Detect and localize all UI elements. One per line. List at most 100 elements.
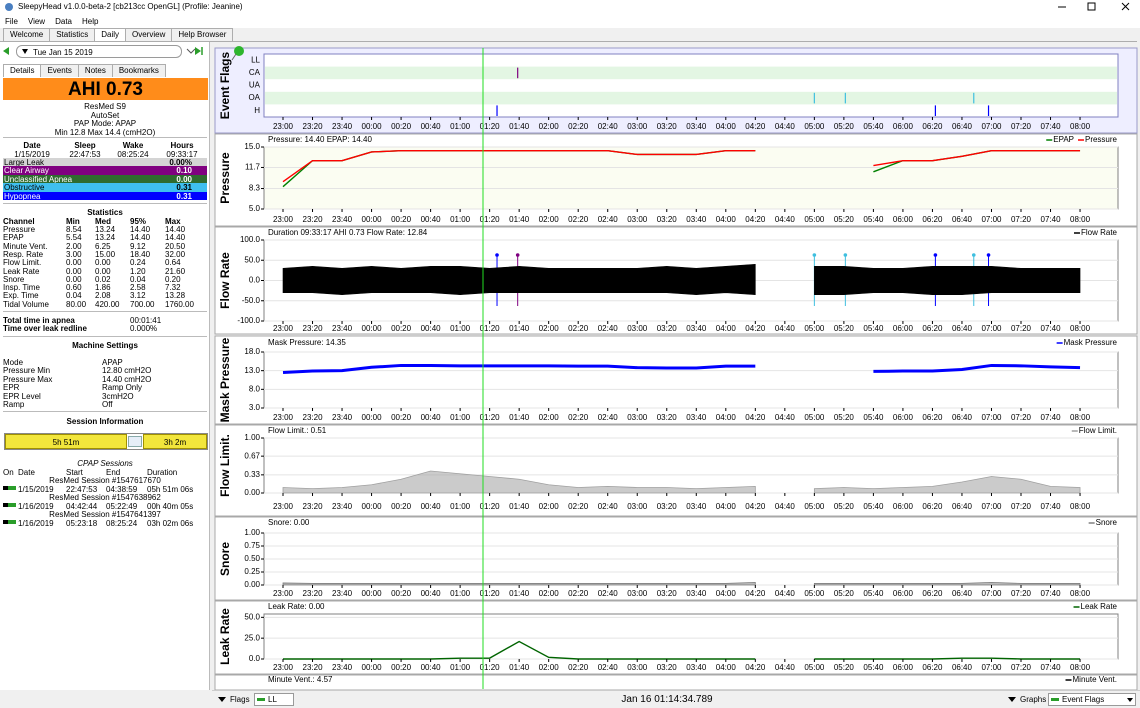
x-tick-label: 00:00 xyxy=(362,324,383,333)
graphs-label[interactable]: Graphs xyxy=(1020,695,1047,704)
x-tick-label: 08:00 xyxy=(1070,413,1091,422)
graph-header: Duration 09:33:17 AHI 0.73 Flow Rate: 12… xyxy=(268,228,428,237)
x-tick-label: 05:40 xyxy=(863,215,884,224)
stat-cell: 0.04 xyxy=(130,274,146,284)
summary-header: Sleep xyxy=(74,141,96,150)
setting-label: EPR Level xyxy=(3,391,41,401)
menu-item[interactable]: File xyxy=(5,17,18,26)
y-tick-label: 0.67 xyxy=(244,451,260,460)
x-tick-label: 05:00 xyxy=(804,122,825,131)
window-controls[interactable] xyxy=(1050,0,1140,14)
date-picker[interactable]: Tue Jan 15 2019 xyxy=(16,45,182,58)
flags-combo[interactable]: LL xyxy=(254,693,294,706)
setting-value: 3cmH2O xyxy=(102,391,134,401)
x-tick-label: 03:20 xyxy=(657,215,678,224)
y-tick-label: 100.0 xyxy=(240,235,261,244)
menu-item[interactable]: View xyxy=(27,17,46,26)
x-tick-label: 06:20 xyxy=(922,215,943,224)
device-info: ResMed S9 xyxy=(84,102,126,111)
pin-head xyxy=(234,46,244,56)
x-tick-label: 04:00 xyxy=(716,589,737,598)
session-name: ResMed Session #1547638962 xyxy=(49,493,161,502)
side-tab[interactable]: Details xyxy=(3,64,42,77)
x-tick-label: 05:00 xyxy=(804,324,825,333)
stat-cell: 0.00 xyxy=(95,258,111,268)
stat-cell: 3.00 xyxy=(66,249,82,259)
x-tick-label: 04:20 xyxy=(745,502,766,511)
total-value: 0.000% xyxy=(130,324,158,334)
tab[interactable]: Help Browser xyxy=(171,28,234,41)
graph-header: Pressure: 14.40 EPAP: 14.40 xyxy=(268,135,372,144)
dropdown-arrow[interactable] xyxy=(218,697,226,702)
stat-cell: EPAP xyxy=(3,233,24,243)
legend-label: Minute Vent. xyxy=(1073,675,1117,684)
side-tab[interactable]: Notes xyxy=(77,64,113,77)
side-tab[interactable]: Events xyxy=(40,64,79,77)
plot-area xyxy=(263,146,1119,210)
stat-header: Med xyxy=(95,216,111,226)
stat-cell: 0.04 xyxy=(66,291,82,301)
y-tick-label: 0.00 xyxy=(244,580,260,589)
x-tick-label: 04:40 xyxy=(775,663,796,672)
app-icon xyxy=(5,3,13,11)
y-tick-label: 0.75 xyxy=(244,541,260,550)
side-tab[interactable]: Bookmarks xyxy=(111,64,166,77)
menu-item[interactable]: Data xyxy=(55,17,72,26)
x-tick-label: 02:20 xyxy=(568,502,589,511)
x-tick-label: 05:00 xyxy=(804,413,825,422)
setting-value: 12.80 cmH2O xyxy=(102,366,152,376)
y-tick-label: 13.0 xyxy=(244,366,260,375)
x-tick-label: 05:20 xyxy=(834,663,855,672)
session-segment[interactable]: 3h 2m xyxy=(143,434,207,449)
x-tick-label: 04:40 xyxy=(775,413,796,422)
y-tick-label: 25.0 xyxy=(244,633,260,642)
nav-arrows[interactable] xyxy=(0,43,209,59)
x-tick-label: 05:40 xyxy=(863,589,884,598)
x-tick-label: 07:00 xyxy=(981,663,1002,672)
setting-label: Ramp xyxy=(3,400,25,409)
x-tick-label: 01:00 xyxy=(450,413,471,422)
session-cell: 22:47:53 xyxy=(66,484,98,494)
x-tick-label: 06:20 xyxy=(922,502,943,511)
separator xyxy=(3,203,207,204)
event-rate-name: Large Leak xyxy=(4,158,45,167)
menu-item[interactable]: Help xyxy=(82,17,99,26)
graphs-combo[interactable]: Event Flags xyxy=(1048,693,1136,706)
y-tick-label: 15.0 xyxy=(244,142,260,151)
stat-header: Max xyxy=(165,216,181,226)
x-tick-label: 02:20 xyxy=(568,324,589,333)
dropdown-arrow[interactable] xyxy=(1008,697,1016,702)
session-name: ResMed Session #1547617670 xyxy=(49,476,161,485)
ahi-box: AHI 0.73 xyxy=(3,78,208,100)
x-tick-label: 01:00 xyxy=(450,589,471,598)
y-tick-label: 5.0 xyxy=(249,204,261,213)
panel xyxy=(214,674,1138,691)
x-tick-label: 00:40 xyxy=(421,215,442,224)
graph-header: Snore: 0.00 xyxy=(268,518,310,527)
series-band xyxy=(282,263,1081,295)
session-checkbox[interactable] xyxy=(3,520,16,524)
x-tick-label: 07:40 xyxy=(1041,324,1062,333)
session-cell: 1/15/2019 xyxy=(18,484,54,494)
y-tick-label: 1.00 xyxy=(244,433,260,442)
separator xyxy=(3,411,207,412)
x-tick-label: 04:20 xyxy=(745,215,766,224)
x-tick-label: 04:20 xyxy=(745,413,766,422)
x-tick-label: 03:40 xyxy=(686,663,707,672)
x-tick-label: 23:20 xyxy=(303,215,324,224)
stat-cell: 3.12 xyxy=(130,291,146,301)
event-marker-dot xyxy=(812,253,817,257)
x-tick-label: 07:00 xyxy=(981,413,1002,422)
side-tabs: Details Events Notes Bookmarks xyxy=(3,63,166,77)
x-tick-label: 04:40 xyxy=(775,589,796,598)
legend-label: Flow Limit. xyxy=(1079,426,1117,435)
session-checkbox[interactable] xyxy=(3,486,16,490)
x-tick-label: 08:00 xyxy=(1070,215,1091,224)
stat-cell: 13.24 xyxy=(95,225,116,234)
flags-label[interactable]: Flags xyxy=(230,695,250,704)
session-header: Date xyxy=(18,467,35,477)
session-checkbox[interactable] xyxy=(3,503,16,507)
date-text: Tue Jan 15 2019 xyxy=(33,48,93,57)
stat-cell: 0.00 xyxy=(95,266,111,276)
session-segment[interactable]: 5h 51m xyxy=(5,434,127,449)
